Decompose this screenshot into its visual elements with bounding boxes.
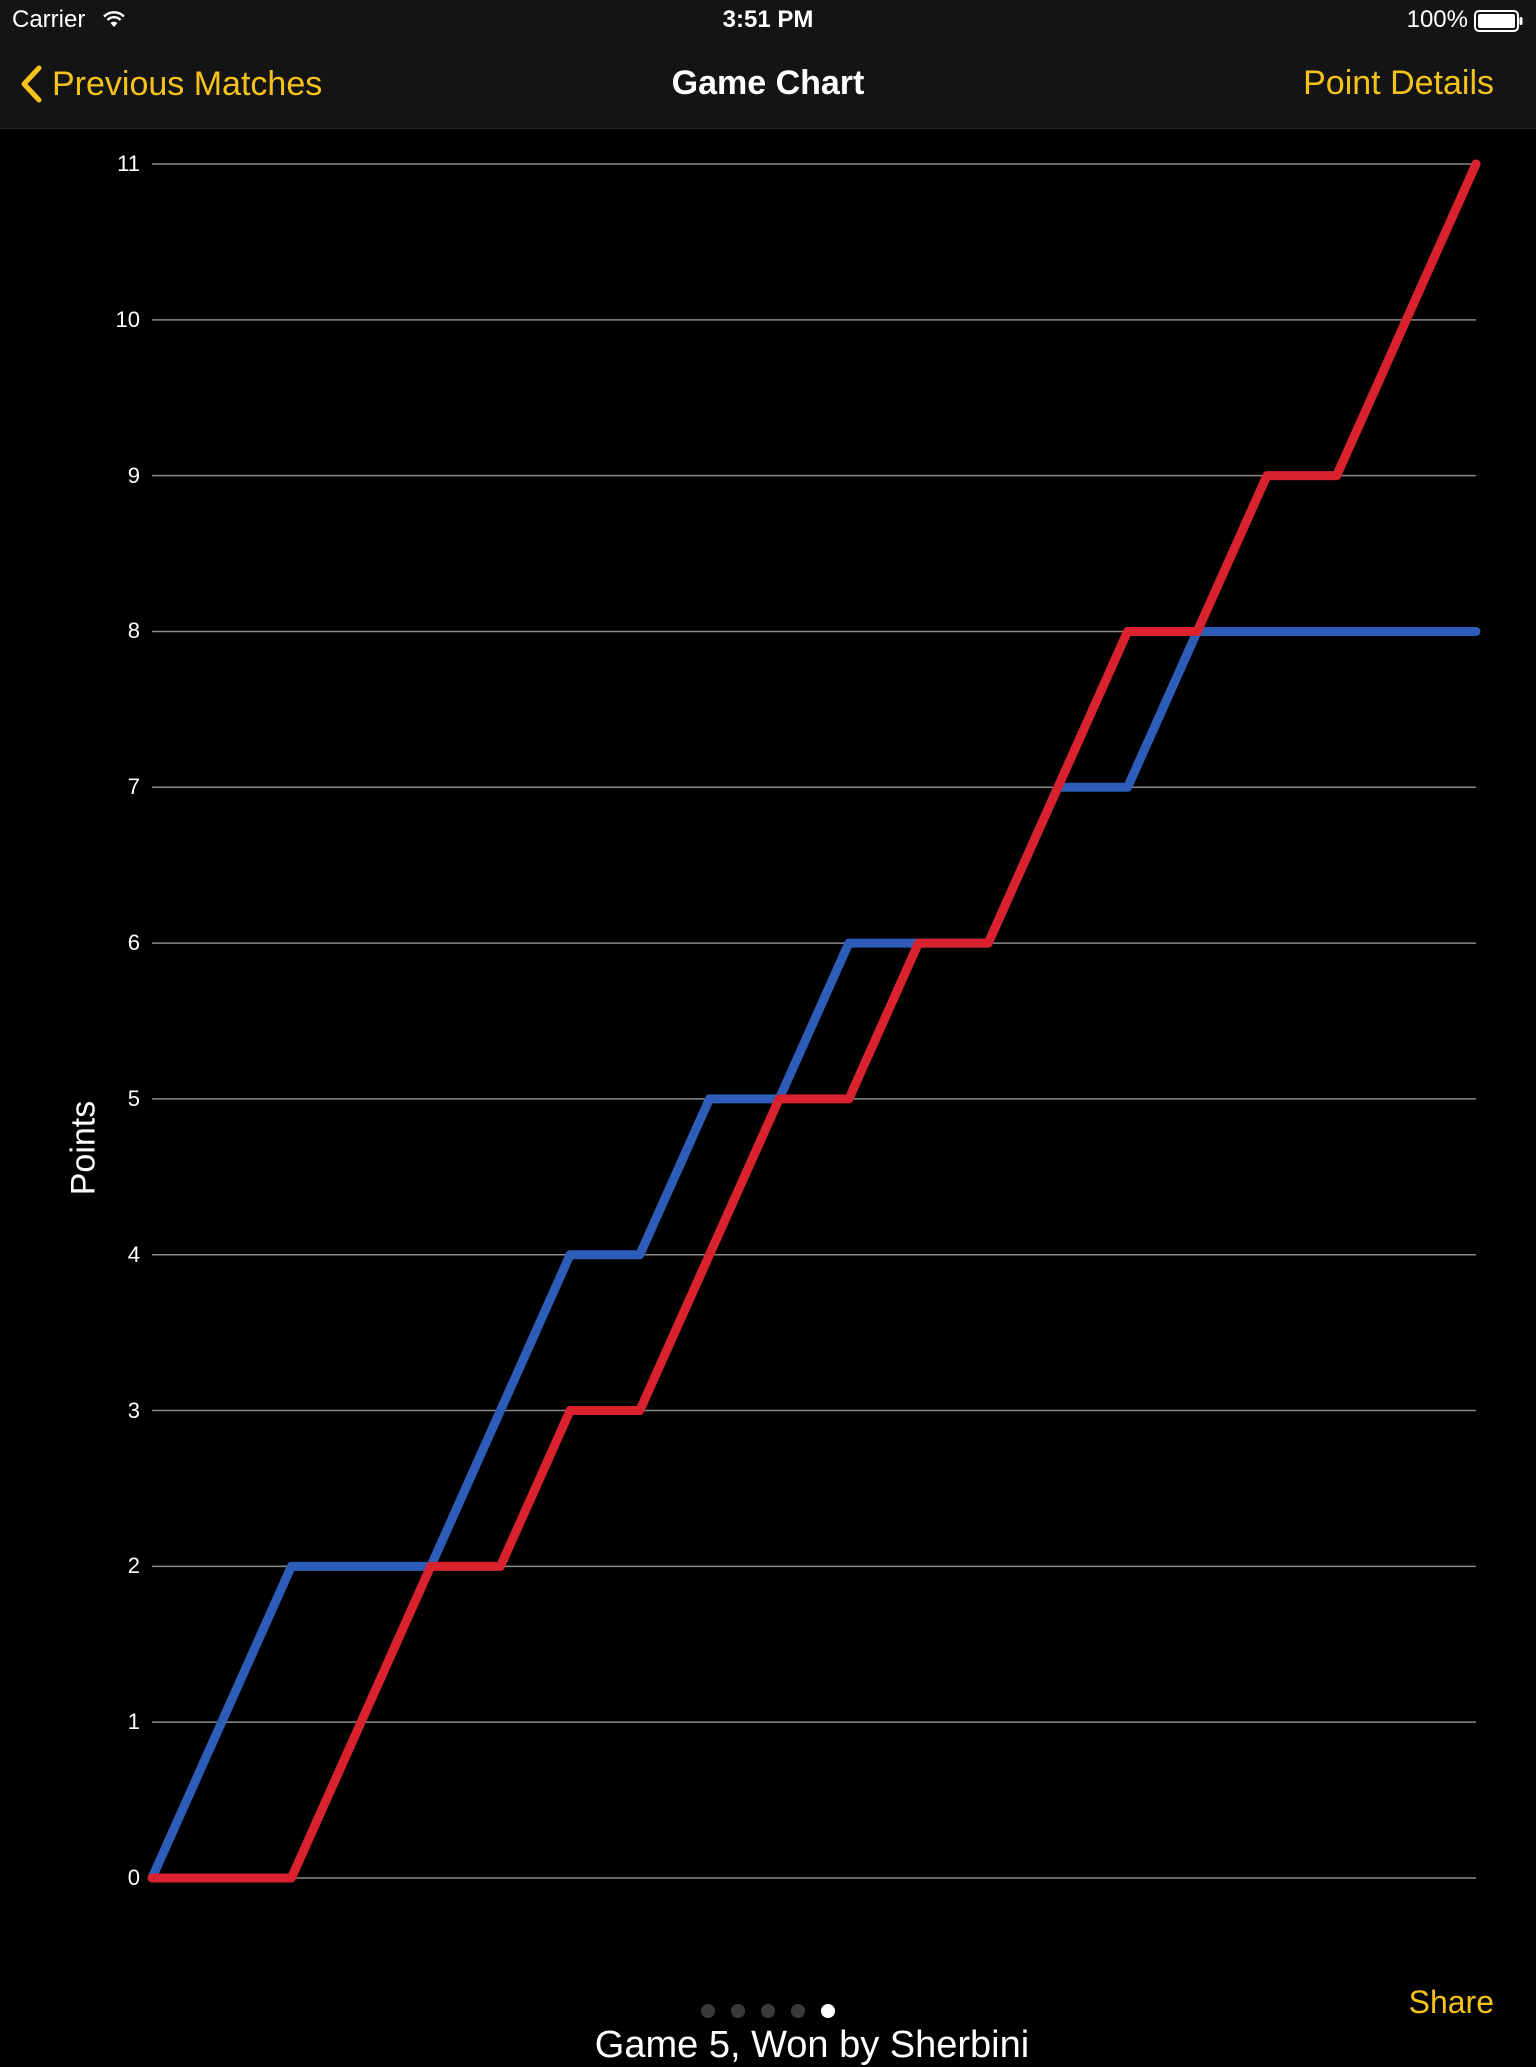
series-line-2 [147,159,1481,1883]
page-dot[interactable] [731,2004,745,2018]
back-button-label: Previous Matches [52,64,323,103]
y-tick-label: 2 [127,1553,140,1579]
game-chart: 0 1 2 3 4 5 6 7 8 9 10 11 Points Game 5, Won by She… [0,128,1536,2066]
chevron-left-icon [21,65,42,103]
y-tick-label: 1 [127,1709,140,1735]
battery-icon [1474,10,1523,32]
carrier-label: Carrier [12,6,86,33]
y-tick-label: 9 [127,462,140,488]
series-line-1 [147,626,1481,1883]
y-tick-label: 5 [127,1085,140,1111]
y-tick-label: 6 [127,930,140,956]
previous-matches-button[interactable]: Previous Matches [20,60,322,108]
chart-plot [147,159,1481,1883]
wifi-icon [103,11,125,27]
page-indicator[interactable] [0,2004,1536,2018]
page-dot[interactable] [701,2004,715,2018]
page-title: Game Chart [671,64,865,102]
y-tick-label: 10 [115,306,140,332]
y-tick-label: 11 [117,151,140,176]
status-time: 3:51 PM [722,6,814,33]
navigation-bar: Previous Matches Game Chart Point Detail… [0,40,1536,129]
point-details-button[interactable]: Point Details [1303,64,1494,102]
y-tick-label: 0 [127,1865,140,1890]
y-tick-label: 3 [127,1397,140,1423]
share-button[interactable]: Share [1408,1984,1494,2020]
y-tick-label: 4 [127,1241,140,1267]
page-dot[interactable] [791,2004,805,2018]
battery-percentage: 100% [1406,6,1468,33]
status-bar: Carrier 3:51 PM 100% [0,0,1536,40]
page-dot[interactable] [761,2004,775,2018]
y-tick-label: 7 [127,774,140,800]
page-dot[interactable] [821,2004,835,2018]
chart-caption: Game 5, Won by Sherbini [594,2024,1030,2066]
y-tick-label: 8 [127,618,140,644]
